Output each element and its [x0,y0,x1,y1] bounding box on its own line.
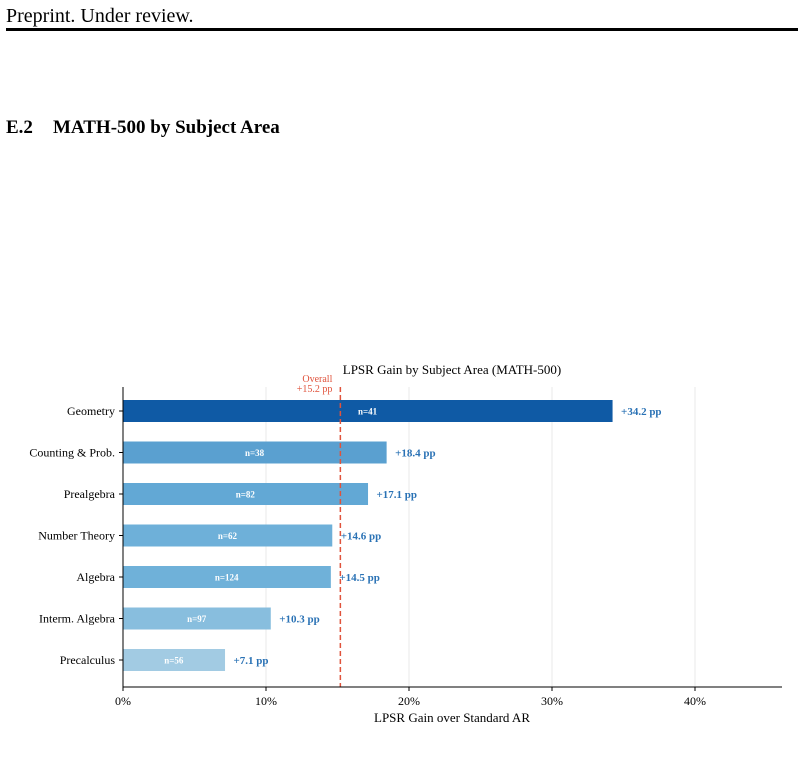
section-heading: E.2 MATH-500 by Subject Area [6,117,280,139]
section-title: MATH-500 by Subject Area [53,117,280,138]
x-tick-label: 10% [255,694,277,708]
value-label: +10.3 pp [279,614,320,626]
running-header: Preprint. Under review. [6,5,194,27]
bars: Geometry n=41 +34.2 pp Counting & Prob. n=38… [29,400,662,671]
count-label: n=38 [245,448,265,458]
count-label: n=97 [187,614,207,624]
header-rule [6,28,798,31]
category-label: Precalculus [60,653,116,667]
bar [123,607,271,630]
section-number: E.2 [6,117,33,138]
overall-label: Overall [302,374,332,385]
x-tick-label: 20% [398,694,420,708]
category-label: Interm. Algebra [39,612,116,626]
bar [123,566,331,588]
bar [123,400,613,422]
bar [123,649,226,671]
value-label: +17.1 pp [377,489,418,501]
value-label: +7.1 pp [234,655,269,667]
value-label: +18.4 pp [395,448,436,460]
x-axis-label: LPSR Gain over Standard AR [374,710,530,725]
subject-gain-chart: LPSR Gain by Subject Area (MATH-500) Geo… [29,362,782,725]
axes [122,387,782,688]
count-label: n=124 [215,573,239,583]
x-tick-label: 30% [541,694,563,708]
count-label: n=62 [218,531,238,541]
category-label: Algebra [76,570,115,584]
count-label: n=56 [164,656,184,666]
chart-title: LPSR Gain by Subject Area (MATH-500) [343,362,561,377]
category-label: Prealgebra [64,487,116,501]
category-label: Number Theory [38,529,115,543]
bar [123,524,333,547]
value-label: +34.2 pp [621,406,662,418]
category-label: Counting & Prob. [29,446,115,460]
x-ticks: 0% 10% 20% 30% 40% [115,410,706,708]
bar [123,483,369,505]
bar [123,441,387,464]
count-label: n=82 [236,490,256,500]
x-tick-label: 40% [684,694,706,708]
overall-value-label: +15.2 pp [297,384,333,395]
category-label: Geometry [67,404,115,418]
count-label: n=41 [358,407,378,417]
x-tick-label: 0% [115,694,131,708]
value-label: +14.6 pp [341,531,382,543]
value-label: +14.5 pp [339,572,380,584]
overall-reference: Overall +15.2 pp [297,374,342,687]
